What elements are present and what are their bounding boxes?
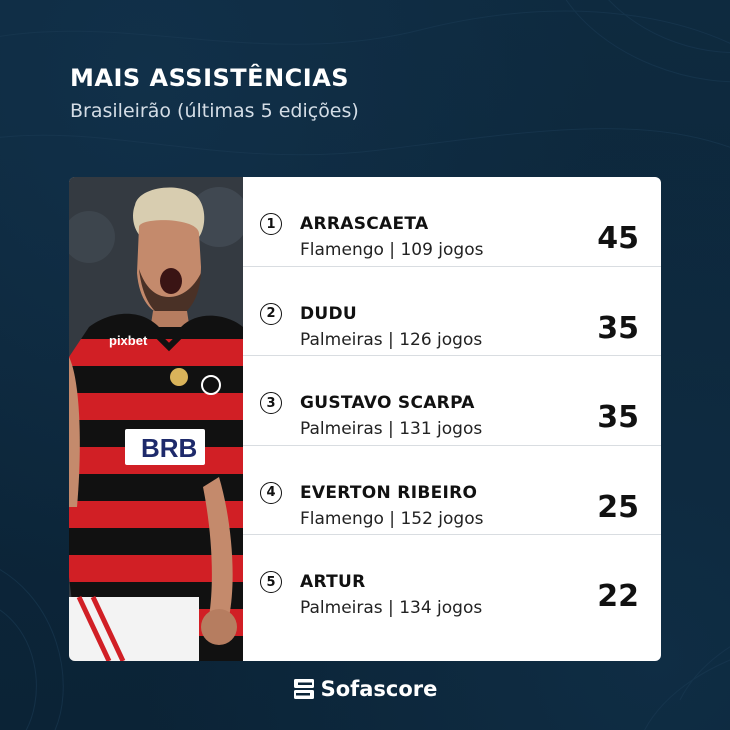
page-title: MAIS ASSISTÊNCIAS bbox=[70, 64, 350, 92]
player-games: 152 jogos bbox=[400, 508, 484, 529]
rank-badge: 2 bbox=[260, 302, 282, 325]
ranking-row: 5 ARTUR Palmeiras | 134 jogos 22 bbox=[243, 535, 661, 625]
player-games: 109 jogos bbox=[400, 240, 484, 260]
ranking-row: 4 EVERTON RIBEIRO Flamengo | 152 jogos 2… bbox=[243, 446, 661, 536]
player-name: ARRASCAETA bbox=[300, 214, 429, 234]
rank-badge: 3 bbox=[260, 392, 282, 415]
player-club: Flamengo bbox=[300, 508, 384, 529]
player-name: DUDU bbox=[300, 303, 358, 324]
ranking-row: 3 GUSTAVO SCARPA Palmeiras | 131 jogos 3… bbox=[243, 356, 661, 446]
sofascore-logo-icon bbox=[293, 679, 314, 699]
rank-badge: 5 bbox=[260, 571, 282, 594]
ranking-list: 1 ARRASCAETA Flamengo | 109 jogos 45 2 D… bbox=[243, 177, 661, 661]
player-meta: Palmeiras | 126 jogos bbox=[300, 329, 483, 350]
jersey-sponsor-text: pixbet bbox=[109, 333, 148, 348]
player-games: 126 jogos bbox=[399, 329, 483, 350]
player-illustration: pixbet BRB bbox=[69, 177, 243, 661]
assists-value: 45 bbox=[597, 221, 639, 256]
ranking-row: 1 ARRASCAETA Flamengo | 109 jogos 45 bbox=[243, 177, 661, 267]
player-meta: Flamengo | 109 jogos bbox=[300, 240, 484, 260]
player-photo: pixbet BRB bbox=[69, 177, 243, 661]
ranking-row: 2 DUDU Palmeiras | 126 jogos 35 bbox=[243, 267, 661, 357]
player-meta: Flamengo | 152 jogos bbox=[300, 508, 484, 529]
brand-footer: Sofascore bbox=[0, 677, 730, 701]
page-subtitle: Brasileirão (últimas 5 edições) bbox=[70, 100, 359, 122]
jersey-sponsor-brb: BRB bbox=[141, 433, 197, 463]
player-meta: Palmeiras | 134 jogos bbox=[300, 598, 483, 619]
player-name: EVERTON RIBEIRO bbox=[300, 482, 478, 503]
player-club: Palmeiras bbox=[300, 329, 383, 350]
player-club: Palmeiras bbox=[300, 598, 383, 619]
assists-value: 35 bbox=[597, 310, 639, 346]
assists-value: 25 bbox=[597, 489, 639, 525]
assists-value: 35 bbox=[597, 400, 639, 436]
rank-badge: 4 bbox=[260, 481, 282, 504]
assists-value: 22 bbox=[597, 579, 639, 615]
player-name: ARTUR bbox=[300, 572, 366, 593]
player-meta: Palmeiras | 131 jogos bbox=[300, 419, 483, 440]
player-games: 131 jogos bbox=[399, 419, 483, 440]
ranking-card: pixbet BRB 1 ARRASCAETA Flamengo | 109 j… bbox=[69, 177, 661, 661]
player-club: Palmeiras bbox=[300, 419, 383, 440]
player-games: 134 jogos bbox=[399, 598, 483, 619]
player-name: GUSTAVO SCARPA bbox=[300, 393, 475, 414]
player-club: Flamengo bbox=[300, 240, 384, 260]
rank-badge: 1 bbox=[260, 213, 282, 235]
brand-name: Sofascore bbox=[320, 677, 438, 701]
